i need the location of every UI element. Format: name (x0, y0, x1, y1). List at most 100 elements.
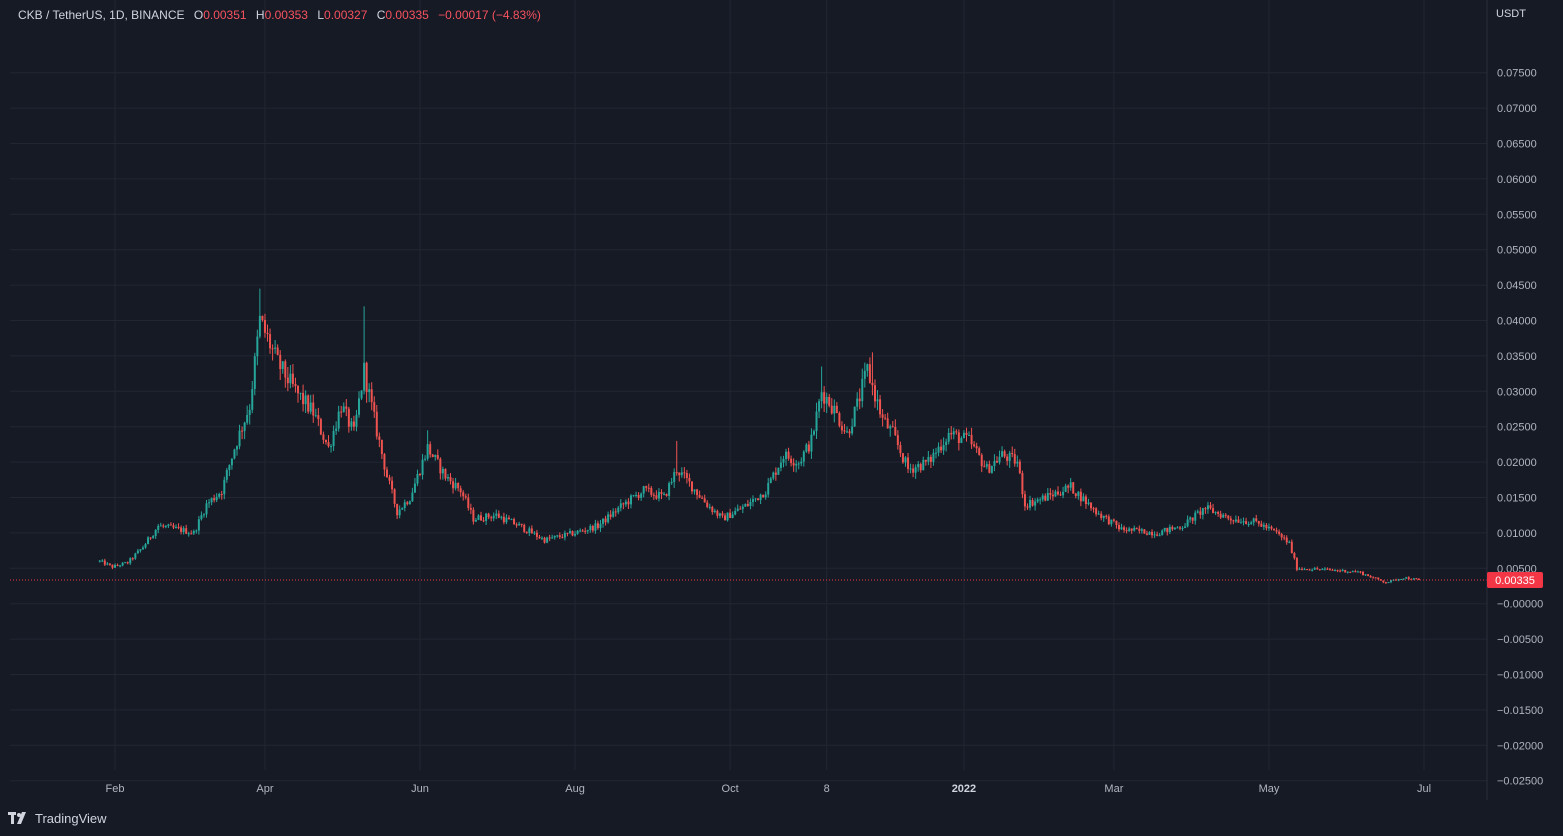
candle-body (159, 525, 162, 527)
candle-body (889, 426, 892, 429)
candle-body (319, 419, 322, 435)
candle-body (1097, 513, 1100, 515)
candle-body (1013, 454, 1016, 464)
candle-body (98, 560, 101, 562)
candle-body (769, 478, 772, 483)
candle-body (891, 426, 894, 428)
price-tick-label: 0.07000 (1497, 103, 1537, 115)
candle-body (126, 562, 129, 564)
candle-body (668, 483, 671, 496)
candle-body (309, 402, 312, 412)
candle-body (241, 430, 244, 432)
currency-label[interactable]: USDT (1496, 8, 1526, 20)
candle-body (446, 476, 449, 479)
candle-body (1336, 570, 1339, 572)
candle-body (342, 406, 345, 413)
candle-body (352, 421, 355, 427)
candle-body (1308, 569, 1311, 571)
candle-body (1158, 535, 1161, 537)
candle-body (495, 513, 498, 516)
candle-body (604, 518, 607, 523)
candle-body (424, 458, 427, 460)
candle-body (718, 513, 721, 516)
candle-body (1133, 527, 1136, 531)
candle-body (1105, 515, 1108, 517)
candle-body (1148, 531, 1151, 535)
candle-body (502, 516, 505, 523)
candle-body (1054, 491, 1057, 497)
candle-body (513, 519, 516, 525)
candle-body (1318, 569, 1321, 571)
candle-body (1194, 512, 1197, 521)
candle-body (1064, 485, 1067, 492)
candle-body (162, 525, 165, 527)
candle-body (1143, 529, 1146, 534)
candle-body (1145, 533, 1148, 535)
candle-body (472, 509, 475, 522)
candle-body (520, 523, 523, 525)
candle-body (551, 537, 554, 539)
candle-body (1359, 571, 1362, 573)
candle-body (281, 361, 284, 370)
symbol-legend[interactable]: CKB / TetherUS, 1D, BINANCE O0.00351 H0.… (18, 8, 541, 22)
candle-body (955, 431, 958, 433)
candle-body (754, 498, 757, 500)
candle-body (180, 527, 183, 532)
candle-body (904, 457, 907, 463)
candle-body (1171, 526, 1174, 530)
candle-body (1153, 534, 1156, 536)
candle-body (711, 506, 714, 512)
candle-body (279, 354, 282, 370)
candle-body (1267, 526, 1270, 529)
candle-body (350, 421, 353, 427)
candle-body (835, 405, 838, 414)
candle-body (1415, 578, 1418, 580)
candle-body (375, 411, 378, 437)
candle-body (947, 432, 950, 442)
candle-body (1265, 524, 1268, 529)
candle-body (480, 515, 483, 521)
candle-body (385, 469, 388, 478)
change-value: −0.00017 (−4.83%) (438, 8, 541, 22)
candle-body (1278, 531, 1281, 534)
candle-body (1303, 569, 1306, 571)
candle-body (139, 549, 142, 551)
price-tick-label: 0.02500 (1497, 422, 1537, 434)
candle-body (436, 455, 439, 459)
candle-body (1018, 461, 1021, 474)
candle-body (635, 494, 638, 496)
candle-body (589, 526, 592, 531)
candle-body (1341, 569, 1344, 571)
candle-body (426, 444, 429, 459)
candle-body (258, 315, 261, 337)
candle-body (884, 417, 887, 419)
candle-body (787, 451, 790, 459)
candle-body (825, 396, 828, 404)
candle-body (103, 560, 106, 565)
candle-body (200, 515, 203, 520)
candle-body (810, 434, 813, 452)
candle-body (568, 531, 571, 534)
candle-body (1120, 527, 1123, 530)
candle-body (990, 466, 993, 473)
candle-body (1036, 499, 1039, 502)
candle-body (563, 532, 566, 538)
candle-body (337, 411, 340, 429)
candle-body (1255, 518, 1258, 521)
tradingview-logo[interactable]: TradingView (8, 811, 107, 826)
candle-body (383, 454, 386, 470)
time-tick-label: Oct (722, 783, 739, 795)
candle-body (541, 537, 544, 539)
candle-body (368, 389, 371, 393)
candle-body (1379, 579, 1382, 581)
candle-body (1191, 517, 1194, 521)
candle-body (197, 519, 200, 531)
candle-body (1196, 511, 1199, 513)
candle-body (599, 523, 602, 529)
candle-body (1227, 515, 1230, 519)
candle-body (347, 408, 350, 427)
symbol-title[interactable]: CKB / TetherUS, 1D, BINANCE (18, 8, 185, 22)
candle-body (632, 495, 635, 497)
candle-body (1049, 492, 1052, 495)
